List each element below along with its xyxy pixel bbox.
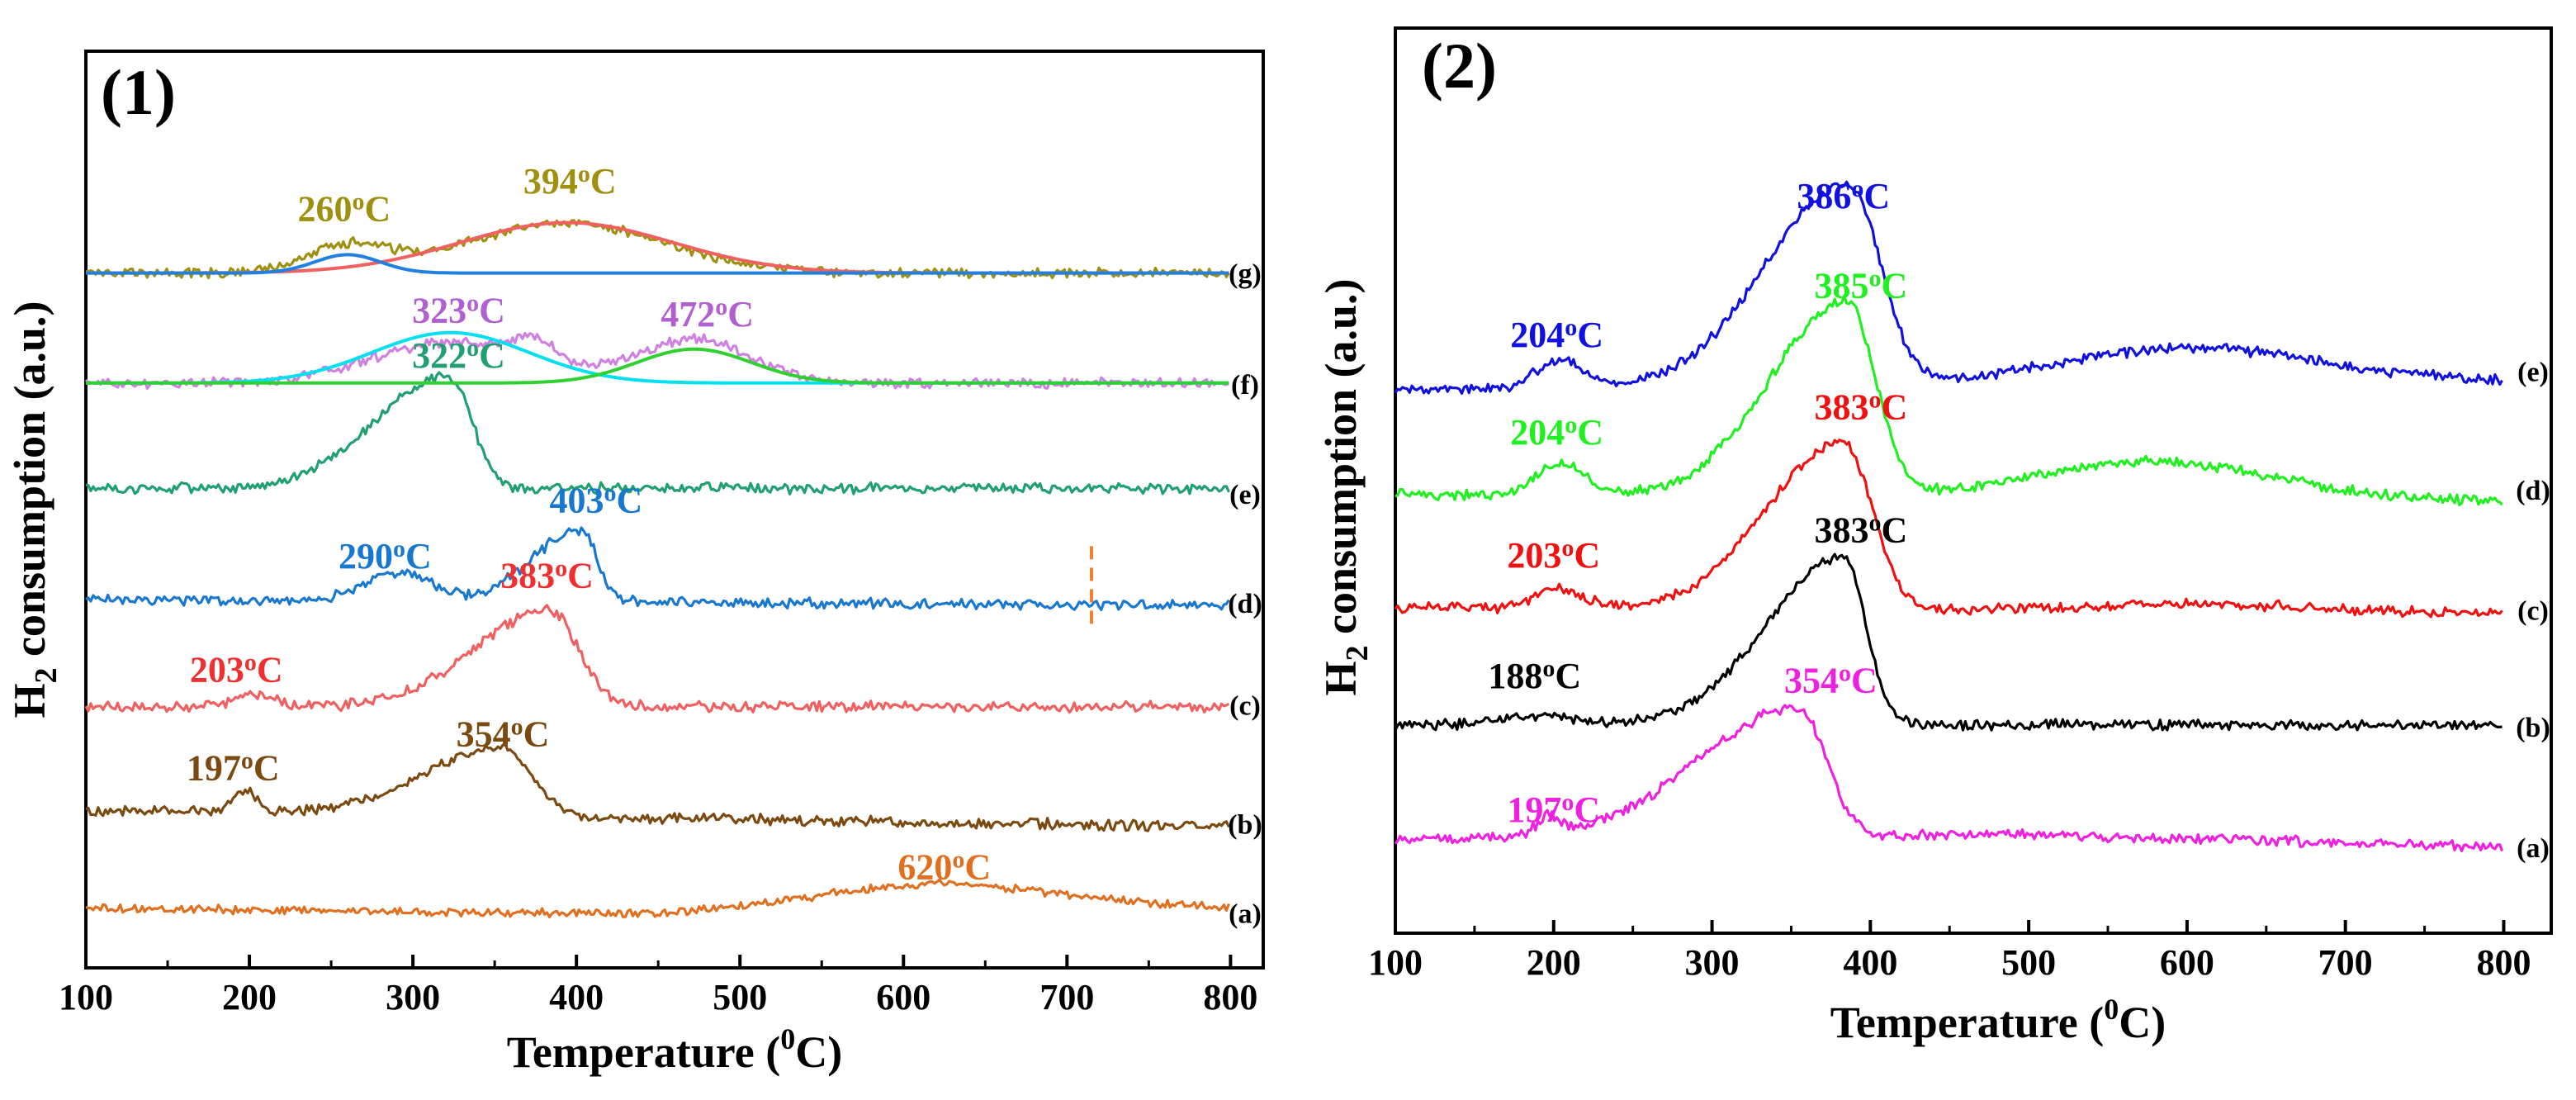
peak-label: 386oC — [1797, 175, 1890, 216]
x-tick-label: 400 — [549, 977, 604, 1017]
curve-b — [85, 742, 1230, 832]
curve-label: (e) — [1229, 480, 1261, 510]
panel-1-y-axis-title: H2 consumption (a.u.) — [5, 301, 64, 718]
peak-label: 204oC — [1510, 411, 1603, 453]
peak-label: 354oC — [457, 713, 550, 754]
panel-1-curves — [84, 219, 1230, 919]
panel-2-x-axis-title: Temperature (0C) — [1830, 993, 2166, 1047]
x-tick-label: 700 — [1039, 977, 1094, 1017]
x-tick-label: 200 — [1527, 942, 1581, 983]
peak-label: 204oC — [1510, 314, 1603, 355]
curve-d — [85, 526, 1230, 611]
curve-label: (a) — [2517, 833, 2550, 864]
x-tick-label: 100 — [59, 977, 113, 1017]
curve-label: (a) — [1229, 898, 1262, 929]
curve-e — [1394, 180, 2503, 395]
curve-g-fit-1 — [86, 220, 1229, 275]
peak-label: 403oC — [550, 479, 643, 520]
peak-label: 203oC — [1507, 534, 1600, 576]
panel-1-peak-labels: 260oC 394oC 323oC 472oC 322oC 290oC 403oC 383oC… — [187, 160, 991, 887]
panel-1-curve-labels: (g) (f) (e) (d) (c) (b) (a) — [1228, 259, 1262, 930]
curve-c — [84, 604, 1230, 714]
curve-label: (b) — [2516, 713, 2550, 743]
peak-label: 383oC — [500, 554, 594, 595]
x-tick-label: 600 — [876, 977, 930, 1017]
panel-1-x-ticks: 100 200 300 400 500 600 700 800 — [59, 955, 1257, 1017]
curve-label: (b) — [1228, 810, 1262, 841]
curve-label: (e) — [2517, 357, 2549, 387]
x-tick-label: 600 — [2160, 942, 2214, 983]
peak-label: 323oC — [412, 290, 505, 331]
curve-label: (f) — [1231, 370, 1259, 401]
curve-g-fit-2 — [86, 253, 1229, 275]
curve-d — [1395, 294, 2503, 507]
peak-label: 322oC — [412, 334, 505, 376]
panel-2-chart: 100 200 300 400 500 600 700 800 386oC 204oC 385oC… — [1316, 26, 2553, 1047]
x-tick-label: 300 — [1685, 942, 1740, 983]
peak-label: 472oC — [661, 293, 754, 334]
x-tick-label: 400 — [1843, 942, 1897, 983]
peak-label: 260oC — [298, 187, 391, 229]
panel-2-frame — [1394, 26, 2553, 935]
panel-1-chart: 100 200 300 400 500 600 700 800 260oC 394oC 323oC… — [5, 50, 1265, 1077]
peak-label: 383oC — [1814, 510, 1907, 551]
x-tick-label: 100 — [1368, 942, 1423, 983]
peak-label: 197oC — [1507, 789, 1600, 830]
panel-2-y-axis-title: H2 consumption (a.u.) — [1316, 278, 1375, 695]
peak-label: 354oC — [1784, 659, 1878, 700]
curve-label: (g) — [1229, 259, 1262, 290]
peak-label: 385oC — [1814, 265, 1907, 306]
x-tick-label: 800 — [1203, 977, 1257, 1017]
curve-g-experimental — [85, 219, 1230, 280]
curve-label: (d) — [2516, 476, 2550, 506]
panel-2-curves — [1394, 180, 2504, 852]
panel-1-frame — [84, 50, 1265, 970]
peak-label: 394oC — [523, 160, 617, 202]
x-tick-label: 800 — [2476, 942, 2531, 983]
panel-2-curve-labels: (e) (d) (c) (b) (a) — [2516, 357, 2550, 863]
curve-a — [1394, 704, 2504, 852]
curve-label: (c) — [1229, 690, 1261, 721]
curve-f-fit-1 — [86, 330, 1229, 385]
curve-c — [1394, 439, 2503, 619]
curve-a — [85, 878, 1230, 919]
x-tick-label: 300 — [386, 977, 440, 1017]
panel-2-peak-labels: 386oC 204oC 385oC 204oC 383oC 203oC 383oC 188oC… — [1488, 175, 1907, 830]
curve-b — [1394, 552, 2503, 732]
panel-1-label: (1) — [101, 56, 176, 128]
panel-2-label: (2) — [1422, 30, 1497, 102]
x-tick-label: 200 — [222, 977, 277, 1017]
x-tick-label: 700 — [2318, 942, 2373, 983]
peak-label: 290oC — [339, 535, 432, 576]
x-tick-label: 500 — [2001, 942, 2056, 983]
curve-f-fit-2 — [86, 347, 1229, 385]
panel-1-x-axis-title: Temperature (0C) — [507, 1022, 842, 1077]
x-tick-label: 500 — [713, 977, 767, 1017]
panel-2-x-ticks: 100 200 300 400 500 600 700 800 — [1368, 920, 2531, 983]
peak-label: 620oC — [897, 846, 991, 887]
curve-e — [85, 371, 1230, 495]
curve-label: (d) — [1228, 589, 1262, 619]
peak-label: 188oC — [1488, 655, 1581, 696]
peak-label: 197oC — [187, 747, 280, 788]
peak-label: 203oC — [190, 649, 283, 690]
curve-label: (c) — [2517, 596, 2549, 627]
peak-label: 383oC — [1814, 386, 1907, 427]
